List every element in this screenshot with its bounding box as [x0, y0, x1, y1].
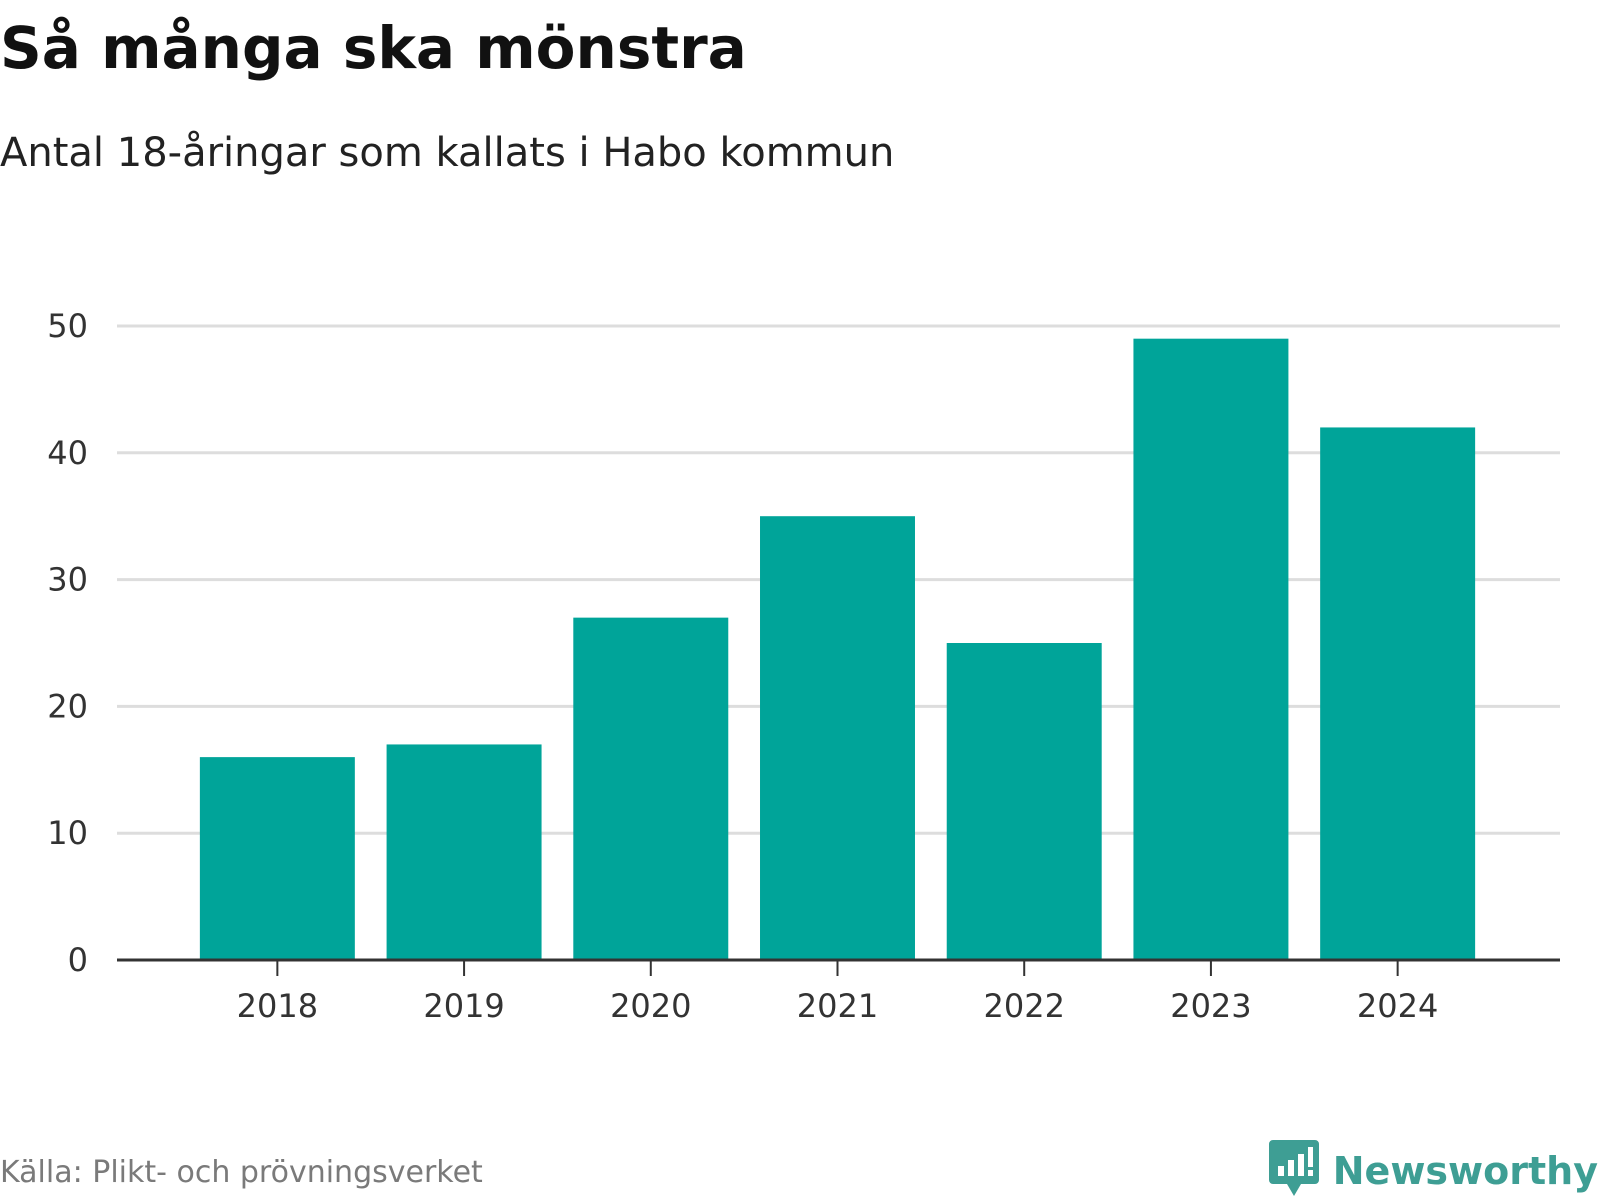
bar-2018 [200, 757, 355, 960]
bar-2020 [573, 618, 728, 960]
bar-chart-speech-bubble-icon [1269, 1140, 1319, 1202]
y-tick-label: 20 [47, 687, 88, 725]
x-tick-label: 2024 [1357, 987, 1438, 1025]
y-tick-label: 30 [47, 561, 88, 599]
x-tick-label: 2023 [1170, 987, 1251, 1025]
bar-2021 [760, 516, 915, 960]
y-axis-ticks: 0 10 20 30 40 50 [47, 307, 88, 979]
brand-logo: Newsworthy [1269, 1140, 1598, 1202]
source-note: Källa: Plikt- och prövningsverket [0, 1155, 483, 1190]
brand-name: Newsworthy [1333, 1149, 1598, 1193]
bar-2023 [1133, 339, 1288, 960]
y-tick-label: 50 [47, 307, 88, 345]
x-tick-label: 2019 [423, 987, 504, 1025]
x-axis-ticks: 2018 2019 2020 2021 2022 2023 2024 [237, 960, 1439, 1025]
bar-2019 [387, 744, 542, 960]
bars [200, 339, 1475, 960]
x-tick-label: 2018 [237, 987, 318, 1025]
bar-2024 [1320, 427, 1475, 960]
bar-chart: 0 10 20 30 40 50 2018 2019 2020 2021 2022 2023 2024 [0, 0, 1600, 1200]
y-tick-label: 0 [68, 941, 88, 979]
x-tick-label: 2020 [610, 987, 691, 1025]
bar-2022 [947, 643, 1102, 960]
x-tick-label: 2022 [983, 987, 1064, 1025]
y-tick-label: 10 [47, 814, 88, 852]
y-tick-label: 40 [47, 434, 88, 472]
x-tick-label: 2021 [797, 987, 878, 1025]
